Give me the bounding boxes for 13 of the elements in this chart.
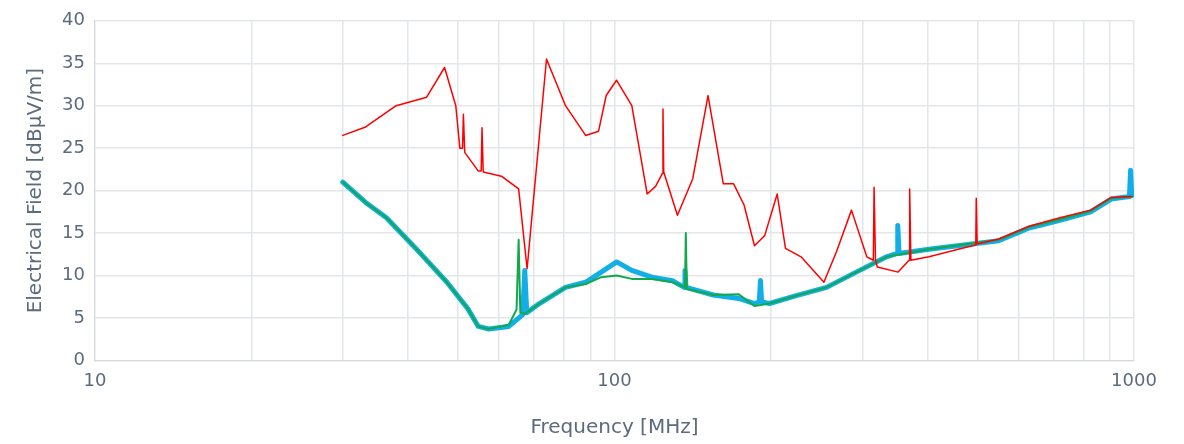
x-tick-label: 1000 [1111,368,1157,390]
y-tick-label: 40 [62,8,85,30]
y-tick-label: 10 [62,263,85,285]
x-tick-label: 100 [597,368,632,390]
y-tick-label: 25 [62,135,85,157]
y-tick-label: 0 [73,348,85,370]
y-tick-label: 30 [62,93,85,115]
y-tick-label: 15 [62,220,85,242]
y-axis-title: Electrical Field [dBµV/m] [22,67,47,314]
y-tick-label: 35 [62,50,85,72]
x-axis-title: Frequency [MHz] [530,414,699,439]
y-tick-label: 5 [73,305,85,327]
y-tick-label: 20 [62,178,85,200]
